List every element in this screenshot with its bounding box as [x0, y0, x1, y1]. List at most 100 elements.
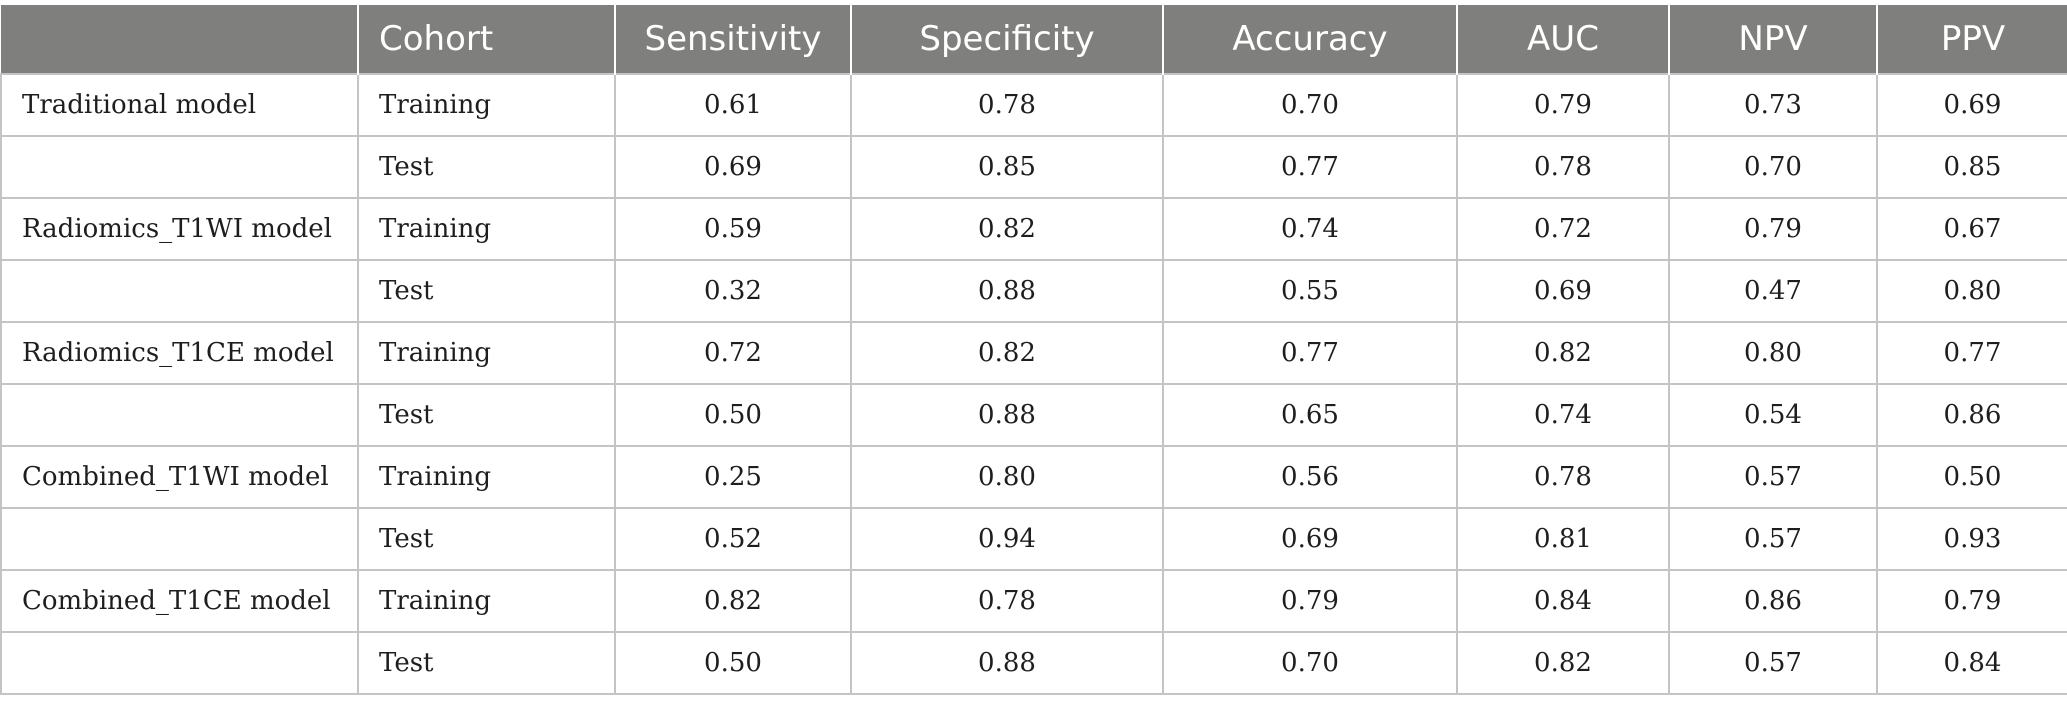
- cell-npv: 0.57: [1668, 507, 1878, 571]
- cell-npv: 0.47: [1668, 259, 1878, 323]
- header-cell-cohort: Cohort: [357, 5, 616, 74]
- header-cell-auc: AUC: [1456, 5, 1670, 74]
- cell-specificity: 0.88: [850, 631, 1164, 695]
- table-body: Traditional model Training 0.61 0.78 0.70 0.7…: [0, 73, 2067, 695]
- cell-specificity: 0.82: [850, 321, 1164, 385]
- cell-accuracy: 0.56: [1162, 445, 1458, 509]
- cell-specificity: 0.88: [850, 259, 1164, 323]
- cell-sensitivity: 0.72: [614, 321, 852, 385]
- cell-accuracy: 0.70: [1162, 73, 1458, 137]
- cell-cohort: Training: [357, 569, 616, 633]
- table-row: Test 0.52 0.94 0.69 0.81 0.57 0.93: [0, 507, 2067, 571]
- cell-npv: 0.70: [1668, 135, 1878, 199]
- table-header: Cohort Sensitivity Specificity Accuracy …: [1, 5, 2067, 74]
- cell-specificity: 0.80: [850, 445, 1164, 509]
- cell-accuracy: 0.65: [1162, 383, 1458, 447]
- cell-npv: 0.86: [1668, 569, 1878, 633]
- cell-model: Radiomics_T1CE model: [0, 321, 359, 385]
- cell-accuracy: 0.77: [1162, 321, 1458, 385]
- cell-auc: 0.72: [1456, 197, 1670, 261]
- cell-cohort: Training: [357, 445, 616, 509]
- table-row: Test 0.32 0.88 0.55 0.69 0.47 0.80: [0, 259, 2067, 323]
- cell-specificity: 0.88: [850, 383, 1164, 447]
- table-row: Test 0.69 0.85 0.77 0.78 0.70 0.85: [0, 135, 2067, 199]
- results-table-container: Cohort Sensitivity Specificity Accuracy …: [0, 5, 2067, 695]
- table-row: Combined_T1WI model Training 0.25 0.80 0.56 0…: [0, 445, 2067, 509]
- header-row: Cohort Sensitivity Specificity Accuracy …: [1, 5, 2067, 74]
- cell-auc: 0.78: [1456, 135, 1670, 199]
- cell-accuracy: 0.74: [1162, 197, 1458, 261]
- cell-sensitivity: 0.50: [614, 383, 852, 447]
- cell-model: Combined_T1CE model: [0, 569, 359, 633]
- cell-cohort: Training: [357, 197, 616, 261]
- cell-specificity: 0.82: [850, 197, 1164, 261]
- cell-ppv: 0.84: [1876, 631, 2067, 695]
- cell-cohort: Test: [357, 135, 616, 199]
- cell-auc: 0.69: [1456, 259, 1670, 323]
- cell-specificity: 0.78: [850, 569, 1164, 633]
- cell-sensitivity: 0.69: [614, 135, 852, 199]
- cell-cohort: Training: [357, 321, 616, 385]
- cell-sensitivity: 0.59: [614, 197, 852, 261]
- cell-sensitivity: 0.61: [614, 73, 852, 137]
- cell-accuracy: 0.69: [1162, 507, 1458, 571]
- cell-npv: 0.57: [1668, 631, 1878, 695]
- cell-ppv: 0.85: [1876, 135, 2067, 199]
- cell-model: [0, 259, 359, 323]
- cell-ppv: 0.80: [1876, 259, 2067, 323]
- cell-cohort: Test: [357, 507, 616, 571]
- cell-model: [0, 507, 359, 571]
- cell-cohort: Test: [357, 383, 616, 447]
- cell-sensitivity: 0.52: [614, 507, 852, 571]
- cell-ppv: 0.79: [1876, 569, 2067, 633]
- table-row: Test 0.50 0.88 0.70 0.82 0.57 0.84: [0, 631, 2067, 695]
- cell-auc: 0.84: [1456, 569, 1670, 633]
- header-cell-sensitivity: Sensitivity: [614, 5, 852, 74]
- header-cell-model: [1, 5, 359, 74]
- cell-sensitivity: 0.32: [614, 259, 852, 323]
- table-row: Traditional model Training 0.61 0.78 0.70 0.7…: [0, 73, 2067, 137]
- cell-cohort: Training: [357, 73, 616, 137]
- cell-specificity: 0.78: [850, 73, 1164, 137]
- cell-npv: 0.73: [1668, 73, 1878, 137]
- cell-auc: 0.82: [1456, 321, 1670, 385]
- cell-auc: 0.81: [1456, 507, 1670, 571]
- cell-model: Combined_T1WI model: [0, 445, 359, 509]
- cell-npv: 0.54: [1668, 383, 1878, 447]
- header-cell-accuracy: Accuracy: [1162, 5, 1458, 74]
- header-cell-specificity: Specificity: [850, 5, 1164, 74]
- table-row: Combined_T1CE model Training 0.82 0.78 0.79 0…: [0, 569, 2067, 633]
- table-row: Test 0.50 0.88 0.65 0.74 0.54 0.86: [0, 383, 2067, 447]
- cell-model: Traditional model: [0, 73, 359, 137]
- cell-cohort: Test: [357, 631, 616, 695]
- cell-npv: 0.57: [1668, 445, 1878, 509]
- cell-npv: 0.79: [1668, 197, 1878, 261]
- table-row: Radiomics_T1WI model Training 0.59 0.82 0.74…: [0, 197, 2067, 261]
- cell-auc: 0.82: [1456, 631, 1670, 695]
- cell-accuracy: 0.70: [1162, 631, 1458, 695]
- cell-model: Radiomics_T1WI model: [0, 197, 359, 261]
- cell-auc: 0.74: [1456, 383, 1670, 447]
- cell-specificity: 0.85: [850, 135, 1164, 199]
- cell-model: [0, 135, 359, 199]
- cell-ppv: 0.50: [1876, 445, 2067, 509]
- cell-ppv: 0.69: [1876, 73, 2067, 137]
- cell-cohort: Test: [357, 259, 616, 323]
- table-row: Radiomics_T1CE model Training 0.72 0.82 0.77…: [0, 321, 2067, 385]
- cell-ppv: 0.67: [1876, 197, 2067, 261]
- header-cell-ppv: PPV: [1876, 5, 2067, 74]
- header-cell-npv: NPV: [1668, 5, 1878, 74]
- cell-npv: 0.80: [1668, 321, 1878, 385]
- cell-auc: 0.79: [1456, 73, 1670, 137]
- cell-accuracy: 0.55: [1162, 259, 1458, 323]
- cell-ppv: 0.86: [1876, 383, 2067, 447]
- cell-accuracy: 0.79: [1162, 569, 1458, 633]
- cell-model: [0, 383, 359, 447]
- model-performance-table: Cohort Sensitivity Specificity Accuracy …: [0, 5, 2067, 695]
- cell-accuracy: 0.77: [1162, 135, 1458, 199]
- cell-sensitivity: 0.82: [614, 569, 852, 633]
- cell-sensitivity: 0.50: [614, 631, 852, 695]
- cell-sensitivity: 0.25: [614, 445, 852, 509]
- cell-model: [0, 631, 359, 695]
- cell-ppv: 0.77: [1876, 321, 2067, 385]
